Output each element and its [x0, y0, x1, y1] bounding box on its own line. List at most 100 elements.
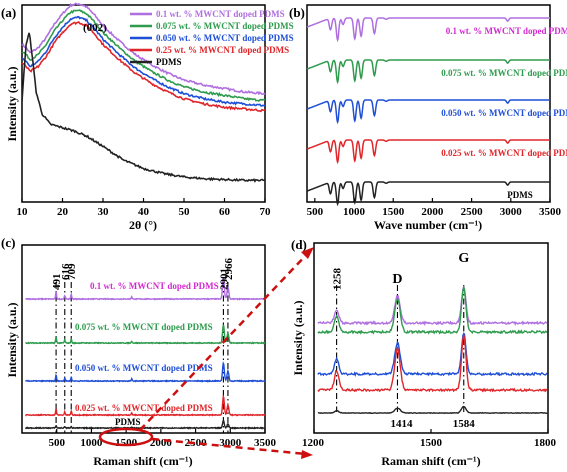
panel-c-frame [21, 244, 266, 434]
panel-d-series-lines [317, 285, 548, 415]
panel-b-tick-label-1500: 1500 [382, 206, 405, 218]
panel-c-peak-label-709: 709 [66, 263, 78, 280]
panel-c-line-pdms [24, 419, 266, 430]
panel-a-tick-label-70: 70 [260, 206, 272, 218]
panel-a-legend-label-0-075-wt-mwcnt-doped-pdms: 0.075 wt. % MWCNT doped PDMS [156, 21, 294, 31]
panel-b-line-0-1-wt-mwcnt-doped-pdms [306, 17, 550, 43]
panel-c-peak-label-616: 616 [60, 263, 72, 280]
panel-d: (d) 1200 1500 1800 1258 D G 1414 1584 Raman sh… [291, 237, 557, 468]
panel-a-label: (a) [1, 5, 16, 20]
panel-d-xlabel: Raman shift (cm⁻¹) [381, 454, 480, 468]
panel-a-line-0-050-wt-mwcnt-doped-pdms [21, 15, 266, 107]
panel-a-peak-annotation: (002) [83, 22, 107, 34]
panel-b-tick-label-3000: 3000 [500, 206, 523, 218]
panel-d-frame [313, 242, 549, 434]
panel-d-peak-label-d: D [392, 272, 402, 287]
panel-d-line-0-1-wt-mwcnt-doped-pdms [317, 286, 548, 327]
panel-d-peak-labels: 1258 D G 1414 1584 [332, 251, 476, 430]
panel-d-peak-label-1258: 1258 [332, 268, 344, 291]
panel-b-label-0-075-wt-mwcnt-doped-pdms: 0.075 wt. % MWCNT doped PDMS [441, 68, 567, 78]
panel-a-line-0-075-wt-mwcnt-doped-pdms [21, 9, 266, 102]
panel-a-line-0-1-wt-mwcnt-doped-pdms [21, 2, 266, 96]
panel-a-legend-label-0-25-wt-mwcnt-doped-pdms: 0.25 wt. % MWCNT doped PDMS [156, 45, 289, 55]
panel-b-label-pdms: PDMS [507, 190, 533, 200]
panel-b-label: (b) [289, 5, 305, 20]
panel-d-line-0-075-wt-mwcnt-doped-pdms [317, 285, 548, 335]
panel-b-label-0-025-wt-mwcnt-doped-pdms: 0.025 wt. % MWCNT doped PDMS [441, 148, 567, 158]
panel-b-x-ticks: 500 1000 1500 2000 2500 3000 3500 [307, 198, 562, 218]
panel-c-peak-label-491: 491 [51, 274, 63, 291]
panel-c-line-0-1-wt-mwcnt-doped-pdms [25, 277, 266, 301]
panel-b-series-lines [306, 17, 550, 207]
panel-c-tick-label-3500: 3500 [254, 437, 277, 449]
panel-d-line-0-025-wt-mwcnt-doped-pdms [317, 333, 548, 393]
panel-d-tick-label-1800: 1800 [534, 437, 557, 449]
panel-c: (c) 500 1000 1500 2000 2500 3000 3500 0.1 wt. … [1, 235, 277, 468]
panel-d-ylabel: Intensity (a.u.) [291, 300, 305, 375]
panel-d-tick-label-1500: 1500 [420, 437, 443, 449]
panel-b-label-0-1-wt-mwcnt-doped-pdms: 0.1 wt. % MWCNT doped PDMS [446, 26, 567, 36]
panel-a-legend: 0.1 wt. % MWCNT doped PDMS 0.075 wt. % MW… [130, 9, 294, 67]
panel-a-legend-label-0-1-wt-mwcnt-doped-pdms: 0.1 wt. % MWCNT doped PDMS [156, 9, 285, 19]
panel-b-tick-label-3500: 3500 [539, 206, 562, 218]
panel-d-peak-label-1584: 1584 [453, 418, 476, 430]
panel-d-peak-label-g: G [458, 251, 469, 266]
panel-a-tick-label-10: 10 [17, 206, 29, 218]
panel-b-line-pdms [306, 181, 550, 207]
panel-d-x-ticks: 1200 1500 1800 [302, 429, 557, 449]
panel-c-tick-label-2500: 2500 [185, 437, 208, 449]
panel-c-label: (c) [1, 235, 15, 250]
panel-b-line-0-050-wt-mwcnt-doped-pdms [306, 99, 550, 125]
panel-b-frame [306, 4, 551, 203]
panel-b-line-0-075-wt-mwcnt-doped-pdms [306, 59, 550, 85]
panel-b-tick-label-2500: 2500 [461, 206, 484, 218]
panel-a-legend-label-pdms: PDMS [156, 57, 182, 67]
panel-c-tick-label-500: 500 [48, 437, 65, 449]
panel-c-label-0-075-wt-mwcnt-doped-pdms: 0.075 wt. % MWCNT doped PDMS [75, 322, 213, 332]
panel-b: (b) 500 1000 1500 2000 2500 3000 3500 0.1 wt. … [289, 4, 567, 232]
panel-c-peak-label-2966: 2966 [223, 258, 235, 281]
panel-b-line-0-025-wt-mwcnt-doped-pdms [306, 139, 550, 165]
panel-c-x-ticks: 500 1000 1500 2000 2500 3000 3500 [48, 429, 277, 449]
panel-a-tick-label-50: 50 [179, 206, 191, 218]
panel-a-x-ticks: 10 20 30 40 50 60 70 [17, 198, 272, 218]
panel-a: (a) 10 20 30 40 50 60 70 2θ (°) Intensity (a.u… [1, 2, 294, 232]
panel-a-tick-label-60: 60 [219, 206, 231, 218]
panel-d-line-0-050-wt-mwcnt-doped-pdms [317, 332, 548, 377]
panel-b-tick-label-1000: 1000 [343, 206, 366, 218]
panel-c-tick-label-1500: 1500 [115, 437, 138, 449]
panel-c-line-0-025-wt-mwcnt-doped-pdms [24, 394, 266, 417]
panel-b-tick-label-2000: 2000 [421, 206, 444, 218]
panel-b-series-labels: 0.1 wt. % MWCNT doped PDMS 0.075 wt. % MW… [441, 26, 567, 200]
panel-b-tick-label-500: 500 [307, 206, 324, 218]
panel-c-label-0-1-wt-mwcnt-doped-pdms: 0.1 wt. % MWCNT doped PDMS [90, 281, 219, 291]
panel-c-peak-label-2901: 2901 [218, 268, 230, 290]
zoom-connectors [139, 247, 314, 459]
panel-c-ylabel: Intensity (a.u.) [5, 302, 19, 377]
panel-c-series-labels: 0.1 wt. % MWCNT doped PDMS 0.075 wt. % MW… [75, 281, 219, 427]
panel-c-tick-label-1000: 1000 [80, 437, 103, 449]
panel-a-tick-label-40: 40 [138, 206, 150, 218]
panel-c-line-0-050-wt-mwcnt-doped-pdms [25, 361, 266, 383]
panel-a-xlabel: 2θ (°) [129, 218, 157, 232]
panel-a-ylabel: Intensity (a.u.) [5, 66, 19, 141]
panel-d-line-pdms [317, 405, 548, 415]
panel-c-label-pdms: PDMS [115, 417, 141, 427]
panel-a-tick-label-20: 20 [57, 206, 69, 218]
panel-a-series-lines [21, 2, 266, 183]
zoom-connector-upper-arrowhead [301, 247, 314, 259]
zoom-connector-lower [151, 437, 307, 456]
panel-c-xlabel: Raman shift (cm⁻¹) [93, 454, 192, 468]
panel-a-tick-label-30: 30 [98, 206, 110, 218]
panel-d-tick-label-1200: 1200 [302, 437, 325, 449]
panel-d-peak-label-1414: 1414 [390, 418, 413, 430]
panel-a-legend-label-0-050-wt-mwcnt-doped-pdms: 0.050 wt. % MWCNT doped PDMS [156, 33, 294, 43]
panel-c-label-0-025-wt-mwcnt-doped-pdms: 0.025 wt. % MWCNT doped PDMS [75, 403, 213, 413]
zoom-connector-lower-arrowhead [301, 450, 313, 459]
panel-b-xlabel: Wave number (cm⁻¹) [374, 218, 482, 232]
zoom-connector-upper [139, 251, 310, 431]
panel-d-label: (d) [291, 237, 307, 252]
panel-a-line-pdms [21, 32, 266, 183]
